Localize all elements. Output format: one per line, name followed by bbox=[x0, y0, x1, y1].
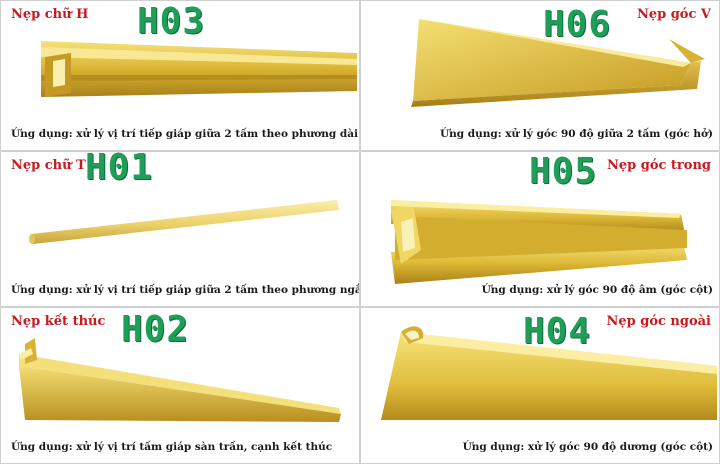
product-name: Nẹp góc ngoài bbox=[606, 314, 711, 329]
product-code: H03 bbox=[137, 1, 206, 42]
product-usage: Ứng dụng: xử lý vị trí tiếp giáp giữa 2 … bbox=[11, 128, 358, 140]
product-code: H06 bbox=[543, 4, 612, 45]
product-code: H02 bbox=[121, 309, 190, 350]
h-profile-image bbox=[41, 41, 357, 97]
product-code: H04 bbox=[523, 311, 592, 352]
end-profile-image bbox=[19, 338, 341, 422]
product-code: H05 bbox=[529, 151, 598, 192]
product-card-h02: Nẹp kết thúc H02 Ứng dụng: xử lý vị trí … bbox=[0, 307, 360, 464]
product-usage: Ứng dụng: xử lý góc 90 độ dương (góc cột… bbox=[462, 441, 713, 453]
v-corner-profile-image bbox=[411, 19, 705, 107]
product-usage: Ứng dụng: xử lý góc 90 độ giữa 2 tấm (gó… bbox=[440, 128, 713, 140]
product-name: Nẹp góc V bbox=[636, 7, 711, 22]
product-card-h01: Nẹp chữ T H01 Ứng dụng: xử lý vị trí tiế… bbox=[0, 151, 360, 307]
product-card-h06: Nẹp góc V H06 Ứng dụng: xử lý góc 90 độ … bbox=[360, 0, 720, 151]
t-profile-image bbox=[29, 200, 339, 244]
product-name: Nẹp kết thúc bbox=[11, 314, 106, 329]
product-card-h04: Nẹp góc ngoài H04 Ứng dụng: xử lý góc 90… bbox=[360, 307, 720, 464]
product-usage: Ứng dụng: xử lý vị trí tiếp giáp giữa 2 … bbox=[11, 284, 360, 296]
outer-corner-profile-image bbox=[381, 326, 717, 420]
inner-corner-profile-image bbox=[391, 200, 687, 284]
product-name: Nẹp góc trong bbox=[606, 158, 711, 173]
product-usage: Ứng dụng: xử lý góc 90 độ âm (góc cột) bbox=[481, 284, 713, 296]
product-code: H01 bbox=[85, 151, 154, 188]
product-card-h05: Nẹp góc trong H05 Ứng dụng: xử lý góc 90… bbox=[360, 151, 720, 307]
product-name: Nẹp chữ H bbox=[11, 7, 89, 22]
product-name: Nẹp chữ T bbox=[11, 158, 86, 173]
product-card-h03: Nẹp chữ H H03 Ứng dụng: xử lý vị trí tiế… bbox=[0, 0, 360, 151]
product-usage: Ứng dụng: xử lý vị trí tấm giáp sàn trần… bbox=[11, 441, 333, 453]
